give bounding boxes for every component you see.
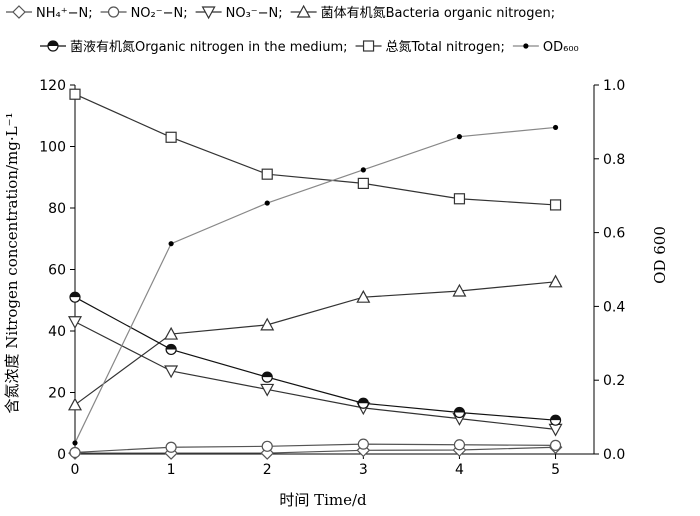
legend-label: 菌体有机氮Bacteria organic nitrogen; <box>321 6 555 21</box>
data-point <box>549 199 562 211</box>
y-tick-label: 40 <box>48 324 66 340</box>
y-tick-label: 60 <box>48 263 66 279</box>
legend-item: NH₄⁺−N; <box>6 5 93 21</box>
data-point <box>548 274 563 288</box>
data-point <box>260 317 275 331</box>
data-point <box>168 241 174 247</box>
y2-tick-label: 0.6 <box>603 226 625 242</box>
data-point <box>552 124 559 131</box>
series-line <box>74 126 556 444</box>
legend-marker <box>107 6 120 18</box>
y2-tick-label: 1.0 <box>603 78 625 94</box>
legend-marker <box>523 43 529 49</box>
y-tick-label: 20 <box>48 386 66 402</box>
series-line <box>74 443 556 454</box>
legend-label: NO₂⁻−N; <box>131 6 188 21</box>
axes: 0 1 2 3 4 5 0 20 40 60 80 100 120 0.0 0.2 0.4 0.6 0.8 1.0 <box>39 78 625 478</box>
y2-axis-title: OD 600 <box>651 226 669 284</box>
y2-tick-label: 0.0 <box>603 447 625 463</box>
y-tick-label: 120 <box>39 78 66 94</box>
x-tick-label: 3 <box>359 462 368 478</box>
data-point <box>548 423 563 437</box>
legend-item: 菌体有机氮Bacteria organic nitrogen; <box>290 4 555 21</box>
series-5 <box>69 88 562 211</box>
data-point <box>67 316 83 330</box>
legend-marker <box>362 40 375 52</box>
x-tick-label: 4 <box>455 462 464 478</box>
data-point <box>69 291 81 303</box>
y-tick-label: 80 <box>48 201 66 217</box>
legend: NH₄⁺−N; NO₂⁻−N; NO₃⁻−N; 菌体有机氮Bacteria organ… <box>6 4 579 55</box>
y-tick-label: 0 <box>57 447 66 463</box>
x-tick-label: 5 <box>551 462 560 478</box>
data-point <box>261 371 273 383</box>
data-point <box>261 440 273 452</box>
legend-item: NO₃⁻−N; <box>195 6 283 21</box>
y2-tick-label: 0.2 <box>603 373 625 389</box>
x-axis-title: 时间 Time/d <box>279 491 367 509</box>
data-point <box>164 326 179 340</box>
data-point <box>549 439 562 451</box>
legend-label: OD₆₀₀ <box>543 40 579 55</box>
y-axis-title: 含氮浓度 Nitrogen concentration/mg·L⁻¹ <box>3 112 21 413</box>
series-1 <box>69 438 562 459</box>
legend-marker <box>12 5 26 19</box>
series-line <box>74 321 556 430</box>
series-line <box>74 281 556 406</box>
data-point <box>164 365 179 379</box>
plot-area <box>67 88 563 460</box>
data-point <box>356 289 371 303</box>
x-tick-label: 2 <box>263 462 272 478</box>
legend-marker <box>47 40 59 52</box>
data-point <box>69 88 81 100</box>
legend-label: NO₃⁻−N; <box>226 6 283 21</box>
data-point <box>453 439 466 451</box>
data-point <box>69 446 81 459</box>
series-4 <box>69 291 562 426</box>
data-point <box>165 441 177 453</box>
data-point <box>357 438 369 450</box>
legend-label: NH₄⁺−N; <box>36 6 93 21</box>
data-point <box>549 414 562 426</box>
data-point <box>260 383 275 397</box>
series-line <box>75 446 556 454</box>
legend-label: 菌液有机氮Organic nitrogen in the medium; <box>70 40 348 55</box>
data-point <box>357 397 369 409</box>
series-line <box>74 93 556 206</box>
data-point <box>453 406 466 419</box>
legend-item: 总氮Total nitrogen; <box>355 40 505 55</box>
y2-tick-label: 0.8 <box>603 152 625 168</box>
series-6 <box>72 124 559 446</box>
y2-tick-label: 0.4 <box>603 299 625 315</box>
data-point <box>72 440 78 446</box>
x-tick-label: 1 <box>167 462 176 478</box>
legend-item: OD₆₀₀ <box>512 40 579 55</box>
legend-marker <box>296 4 311 18</box>
data-point <box>165 131 177 143</box>
legend-marker <box>201 6 216 20</box>
data-point <box>360 167 366 173</box>
series-0 <box>68 440 563 460</box>
data-point <box>453 193 466 205</box>
data-point <box>165 343 177 356</box>
data-point <box>67 397 83 411</box>
legend-item: 菌液有机氮Organic nitrogen in the medium; <box>40 40 348 55</box>
data-point <box>456 134 463 140</box>
x-tick-label: 0 <box>71 462 80 478</box>
y-tick-label: 100 <box>39 140 66 156</box>
data-point <box>452 283 467 297</box>
data-point <box>261 168 273 180</box>
series-3 <box>67 274 563 411</box>
data-point <box>357 177 369 189</box>
legend-item: NO₂⁻−N; <box>100 6 188 21</box>
data-point <box>264 200 270 206</box>
series-line <box>74 296 556 421</box>
legend-label: 总氮Total nitrogen; <box>386 40 505 55</box>
